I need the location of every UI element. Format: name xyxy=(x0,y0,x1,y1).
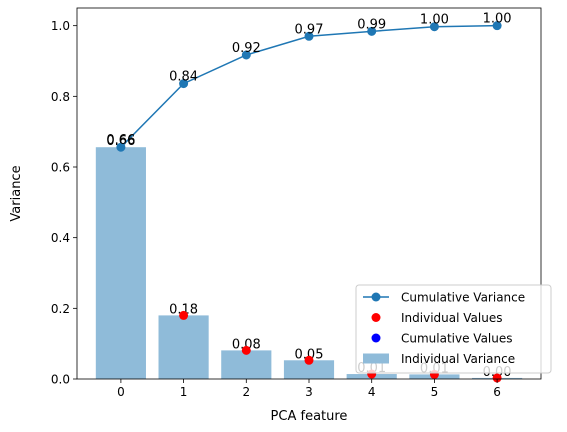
cumulative-point-6 xyxy=(492,21,502,31)
cumulative-value-label-2: 0.92 xyxy=(232,41,261,56)
variance-bar-3 xyxy=(283,360,335,379)
bar-value-label-0: 0.66 xyxy=(106,134,135,149)
legend-box xyxy=(355,284,552,374)
y-tick-label-2: 0.4 xyxy=(51,231,70,245)
cumulative-line-layer xyxy=(116,21,502,152)
x-tick-label-2: 2 xyxy=(242,385,250,399)
legend-blue-dot xyxy=(371,333,381,343)
individual-point-2 xyxy=(241,345,251,355)
individual-point-3 xyxy=(304,355,314,365)
variance-bar-1 xyxy=(158,315,209,379)
cumulative-value-label-0: 0.66 xyxy=(106,133,135,148)
legend-label-0: Cumulative Variance xyxy=(401,291,525,305)
x-axis-ticks: 0 1 2 3 4 5 6 xyxy=(117,379,501,399)
x-tick-label-6: 6 xyxy=(493,385,501,399)
cumulative-point-3 xyxy=(304,31,314,41)
cumulative-point-2 xyxy=(241,50,251,60)
cumulative-value-label-6: 1.00 xyxy=(483,12,512,27)
cumulative-value-label-5: 1.00 xyxy=(420,13,449,28)
x-tick-label-4: 4 xyxy=(368,385,376,399)
individual-point-6 xyxy=(492,373,502,383)
legend-label-3: Individual Variance xyxy=(401,352,515,366)
y-tick-label-4: 0.8 xyxy=(51,90,70,104)
legend-red-dot xyxy=(371,313,381,322)
cumulative-value-label-3: 0.97 xyxy=(295,22,324,37)
y-axis-label: Variance xyxy=(9,165,24,221)
variance-bar-2 xyxy=(221,350,272,379)
cumulative-point-5 xyxy=(429,22,439,32)
bar-value-label-3: 0.05 xyxy=(295,347,324,362)
variance-bar-0 xyxy=(95,147,146,379)
x-axis-label: PCA feature xyxy=(271,409,348,424)
cumulative-value-label-1: 0.84 xyxy=(169,70,198,85)
cumulative-point-0 xyxy=(116,142,126,152)
legend-bar-swatch xyxy=(363,353,389,364)
x-tick-label-1: 1 xyxy=(180,385,188,399)
bar-value-label-2: 0.08 xyxy=(232,337,261,352)
cumulative-labels-layer: 0.66 0.84 0.92 0.97 0.99 1.00 1.00 xyxy=(106,12,511,149)
y-tick-label-3: 0.6 xyxy=(51,161,70,175)
legend-label-1: Individual Values xyxy=(401,311,502,325)
y-axis-ticks: 0.0 0.2 0.4 0.6 0.8 1.0 xyxy=(51,19,77,387)
legend-line-marker xyxy=(371,292,381,302)
individual-point-1 xyxy=(179,310,189,320)
cumulative-value-label-4: 0.99 xyxy=(357,17,386,32)
x-tick-label-5: 5 xyxy=(431,385,439,399)
x-tick-label-0: 0 xyxy=(117,385,125,399)
bar-value-label-1: 0.18 xyxy=(169,302,198,317)
y-tick-label-1: 0.2 xyxy=(51,302,70,316)
x-tick-label-3: 3 xyxy=(305,385,313,399)
legend-label-2: Cumulative Values xyxy=(401,332,513,346)
y-tick-label-5: 1.0 xyxy=(51,19,70,33)
y-tick-label-0: 0.0 xyxy=(51,373,70,387)
cumulative-point-1 xyxy=(179,79,189,89)
cumulative-point-4 xyxy=(367,26,377,36)
cumulative-variance-line xyxy=(120,24,498,148)
legend: Cumulative Variance Individual Values Cumu… xyxy=(355,284,552,374)
